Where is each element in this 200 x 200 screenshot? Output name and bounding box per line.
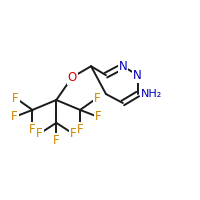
Text: N: N	[118, 60, 127, 73]
Text: F: F	[29, 123, 36, 136]
Text: F: F	[77, 123, 83, 136]
Text: F: F	[12, 92, 19, 105]
Text: F: F	[94, 92, 100, 105]
Text: N: N	[133, 69, 142, 82]
Text: NH₂: NH₂	[141, 89, 162, 99]
Text: F: F	[36, 127, 43, 140]
Text: F: F	[70, 127, 76, 140]
Text: F: F	[53, 134, 60, 147]
Text: F: F	[95, 110, 101, 123]
Text: O: O	[68, 71, 77, 84]
Text: F: F	[11, 110, 18, 123]
